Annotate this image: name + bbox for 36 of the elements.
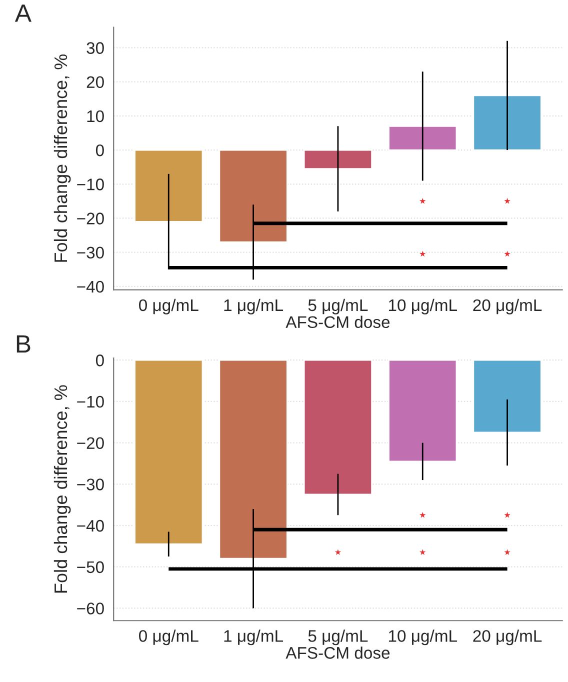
y-tick-label: −30 [77, 246, 104, 259]
x-tick-label: 1 μg/mL [224, 630, 284, 646]
y-tick-label: −10 [77, 396, 104, 408]
bar [472, 94, 542, 151]
x-tick-label: 20 μg/mL [473, 298, 542, 314]
y-tick-label: −40 [77, 520, 104, 532]
y-tick-label: −30 [77, 478, 104, 490]
y-tick-label: 20 [86, 76, 104, 88]
y-tick-label: −20 [77, 212, 104, 224]
x-tick-label: 5 μg/mL [308, 630, 368, 646]
bar [134, 149, 204, 222]
x-tick-label: 0 μg/mL [139, 630, 198, 646]
y-axis-title: Fold change difference, % [54, 54, 71, 262]
x-axis-title: AFS-CM dose [286, 646, 390, 659]
bar [218, 149, 288, 243]
y-tick-label: −20 [77, 437, 104, 450]
y-tick-label: 0 [96, 144, 104, 156]
chart-title: A [14, 4, 32, 22]
y-tick-label: −10 [77, 178, 104, 190]
chart-title: B [16, 335, 30, 353]
x-tick-label: 10 μg/mL [388, 298, 457, 314]
y-tick-label: −50 [77, 561, 104, 574]
y-tick-label: 10 [87, 110, 104, 122]
x-tick-label: 5 μg/mL [308, 298, 368, 314]
bar [303, 149, 373, 170]
x-axis-title: AFS-CM dose [286, 316, 390, 328]
x-tick-label: 0 μg/mL [139, 298, 198, 314]
y-axis-title: Fold change difference, % [54, 385, 71, 593]
x-tick-label: 10 μg/mL [388, 630, 457, 646]
x-tick-label: 20 μg/mL [473, 630, 542, 646]
y-tick-label: −40 [77, 280, 104, 293]
y-tick-label: −60 [77, 602, 104, 614]
y-tick-label: 30 [86, 42, 104, 54]
bar [388, 125, 458, 151]
x-tick-label: 1 μg/mL [224, 298, 284, 314]
y-tick-label: 0 [96, 354, 104, 366]
